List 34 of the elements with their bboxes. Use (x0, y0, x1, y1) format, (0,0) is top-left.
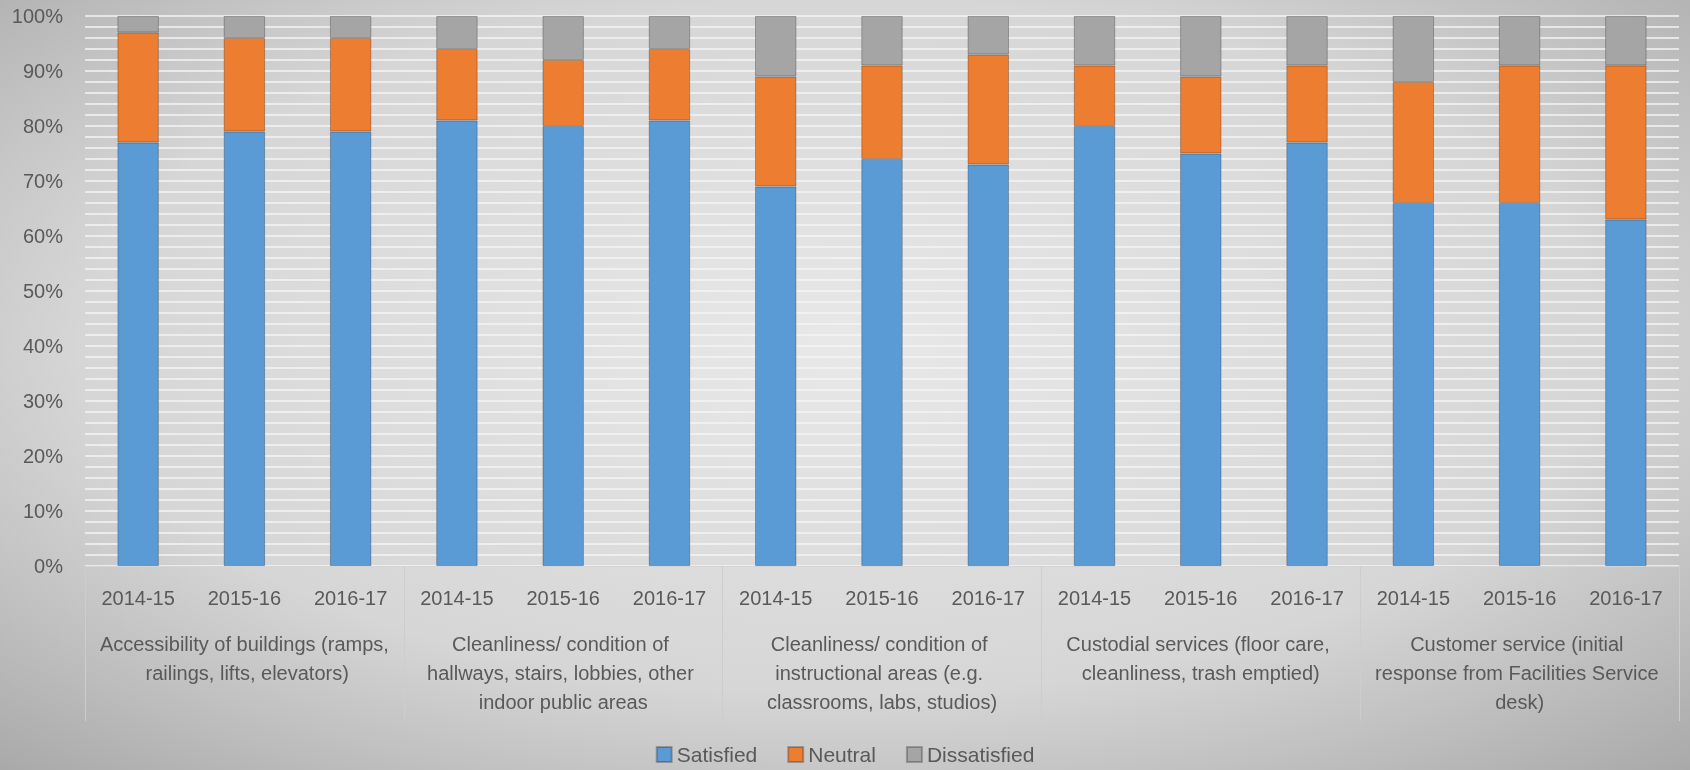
x-tick-label: 2014-15 (1376, 587, 1451, 609)
y-tick-label: 60% (22, 225, 64, 247)
x-tick-label: 2015-16 (207, 587, 282, 609)
x-tick-label: 2015-16 (1482, 587, 1557, 609)
y-tick-label: 100% (11, 5, 64, 27)
y-tick-label: 40% (22, 335, 64, 357)
x-tick-label: 2016-17 (1270, 587, 1344, 609)
y-tick-label: 0% (34, 555, 64, 577)
x-tick-label: 2014-15 (101, 587, 175, 609)
x-tick-label: 2016-17 (1589, 587, 1663, 609)
y-tick-label: 80% (22, 115, 64, 137)
text: Custodial services (floor care, cleanliness, trash emptied) (1066, 632, 1336, 684)
y-tick-label: 10% (22, 500, 64, 522)
x-tick-label: 2015-16 (526, 587, 600, 609)
x-tick-label: 2014-15 (1057, 587, 1132, 609)
y-tick-label: 70% (22, 170, 64, 192)
legend-label: Dissatisfied (926, 743, 1035, 766)
y-tick-label: 20% (22, 445, 64, 467)
y-tick-label: 90% (22, 60, 64, 82)
y-tick-label: 50% (22, 280, 64, 302)
legend-label: Satisfied (676, 743, 758, 766)
x-tick-label: 2014-15 (420, 587, 494, 609)
text: Cleanliness/ condition of instructional areas (e.g. classrooms, labs, studios) (766, 632, 998, 713)
x-tick-label: 2015-16 (845, 587, 919, 609)
x-tick-label: 2014-15 (739, 587, 813, 609)
text: Cleanliness/ condition of hallways, stairs, lobbies, other indoor public areas (427, 632, 700, 713)
x-tick-label: 2016-17 (632, 587, 707, 609)
legend-label: Neutral (808, 743, 876, 766)
x-tick-label: 2016-17 (951, 587, 1025, 609)
x-tick-label: 2015-16 (1164, 587, 1238, 609)
x-tick-label: 2016-17 (313, 587, 388, 609)
text: Customer service (initial response from Facilities Service desk) (1375, 632, 1665, 713)
text: Accessibility of buildings (ramps, railings, lifts, elevators) (99, 632, 389, 684)
y-tick-label: 30% (22, 390, 64, 412)
